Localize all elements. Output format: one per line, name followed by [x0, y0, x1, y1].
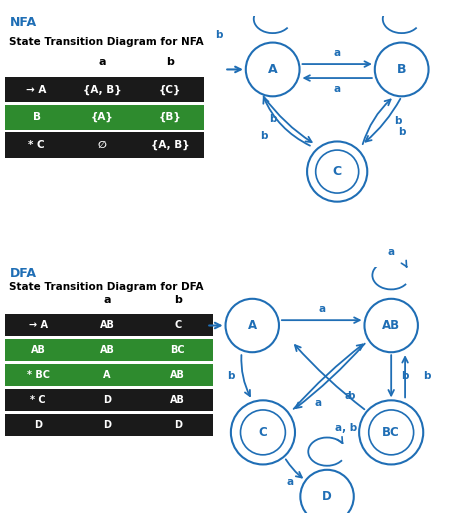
- Text: {A, B}: {A, B}: [83, 85, 122, 95]
- FancyBboxPatch shape: [5, 414, 213, 436]
- Text: {A, B}: {A, B}: [151, 140, 189, 150]
- Text: AB: AB: [171, 370, 185, 380]
- Text: a, b: a, b: [335, 423, 357, 433]
- FancyBboxPatch shape: [5, 364, 213, 386]
- Text: AB: AB: [31, 345, 46, 355]
- Text: a: a: [388, 247, 395, 257]
- FancyBboxPatch shape: [5, 389, 213, 411]
- Text: BC: BC: [171, 345, 185, 355]
- Text: State Transition Diagram for NFA: State Transition Diagram for NFA: [9, 37, 204, 47]
- Text: AB: AB: [100, 345, 114, 355]
- Text: * C: * C: [28, 140, 45, 150]
- Text: a: a: [334, 48, 341, 59]
- Text: b: b: [269, 115, 276, 124]
- FancyBboxPatch shape: [5, 77, 204, 103]
- Text: B: B: [33, 112, 41, 122]
- Text: BC: BC: [383, 426, 400, 439]
- Text: AB: AB: [100, 320, 114, 330]
- Text: a: a: [345, 391, 352, 401]
- Text: b: b: [166, 57, 174, 67]
- Text: a: a: [103, 295, 111, 305]
- Text: A: A: [268, 63, 277, 76]
- Text: A: A: [103, 370, 111, 380]
- FancyBboxPatch shape: [5, 339, 213, 361]
- Text: {B}: {B}: [159, 112, 182, 122]
- Text: C: C: [333, 165, 342, 178]
- Text: AB: AB: [382, 319, 400, 332]
- Text: D: D: [103, 420, 111, 430]
- Text: b: b: [401, 371, 409, 381]
- Text: {C}: {C}: [159, 85, 181, 95]
- Text: → A: → A: [28, 320, 47, 330]
- Text: b: b: [174, 295, 182, 305]
- Text: b: b: [227, 371, 235, 381]
- Text: b: b: [260, 131, 267, 141]
- Text: a: a: [315, 398, 322, 408]
- Text: b: b: [394, 116, 401, 126]
- Text: b: b: [215, 30, 223, 40]
- Text: D: D: [174, 420, 182, 430]
- Text: {A}: {A}: [91, 112, 114, 122]
- Text: D: D: [103, 395, 111, 405]
- Text: * C: * C: [30, 395, 46, 405]
- FancyBboxPatch shape: [5, 314, 213, 336]
- Text: D: D: [322, 490, 332, 503]
- Text: b: b: [423, 371, 430, 381]
- Text: a: a: [318, 304, 325, 314]
- Text: C: C: [258, 426, 267, 439]
- Text: ∅: ∅: [98, 140, 107, 150]
- Text: b: b: [398, 127, 405, 138]
- Text: AB: AB: [171, 395, 185, 405]
- Text: A: A: [248, 319, 257, 332]
- Text: → A: → A: [27, 85, 47, 95]
- Text: DFA: DFA: [9, 267, 36, 280]
- Text: B: B: [397, 63, 406, 76]
- Text: C: C: [174, 320, 182, 330]
- FancyBboxPatch shape: [5, 132, 204, 157]
- Text: D: D: [34, 420, 42, 430]
- Text: a: a: [334, 84, 341, 94]
- Text: NFA: NFA: [9, 16, 36, 29]
- Text: * BC: * BC: [27, 370, 50, 380]
- Text: a: a: [99, 57, 106, 67]
- Text: a: a: [286, 476, 293, 486]
- FancyBboxPatch shape: [5, 105, 204, 130]
- Text: State Transition Diagram for DFA: State Transition Diagram for DFA: [9, 282, 204, 292]
- Text: b: b: [347, 391, 355, 401]
